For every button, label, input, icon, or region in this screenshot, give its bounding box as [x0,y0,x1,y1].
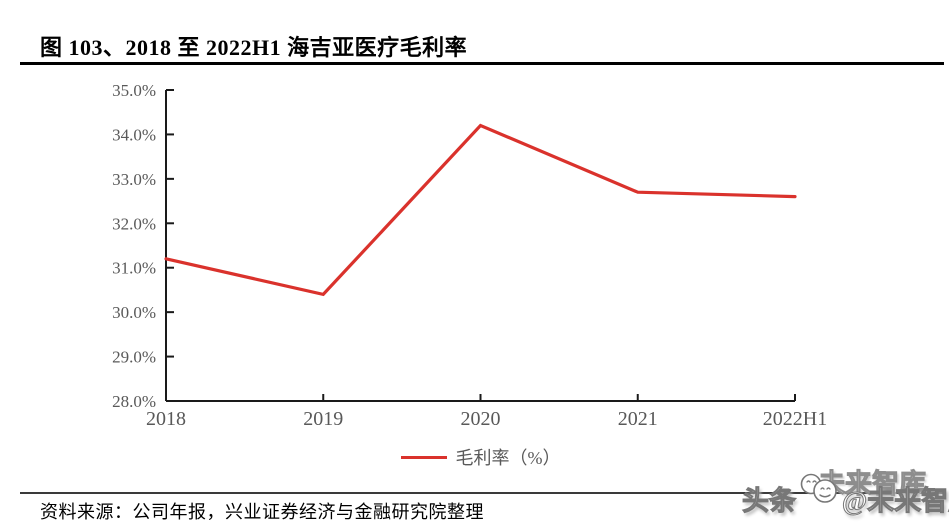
chart-legend: 毛利率（%） [166,444,795,470]
x-tick-label: 2018 [146,408,186,430]
y-tick-label: 30.0% [112,303,156,322]
watermark: 未来智库 头条 @未来智库 [742,462,949,531]
y-tick-label: 29.0% [112,348,156,367]
gross-margin-line-chart: 35.0% 34.0% 33.0% 32.0% 31.0% 30.0% 29.0% 28.0%… [112,81,827,430]
legend-label: 毛利率（%） [455,448,561,468]
figure-title: 图 103、2018 至 2022H1 海吉亚医疗毛利率 [40,35,468,60]
y-tick-label: 31.0% [112,259,156,278]
y-tick-label: 32.0% [112,214,156,233]
source-note: 资料来源：公司年报，兴业证券经济与金融研究院整理 [40,502,484,522]
footer-divider-line [20,492,944,494]
y-tick-label: 28.0% [112,392,156,411]
legend-line-swatch [400,455,447,459]
y-tick-label: 35.0% [112,81,156,100]
y-tick-label: 34.0% [112,125,156,144]
title-divider-line [20,62,944,65]
x-tick-label: 2020 [461,408,501,430]
watermark-front-left-text: 头条 [742,486,797,517]
y-tick-label: 33.0% [112,170,156,189]
x-tick-label: 2022H1 [763,408,827,430]
gross-margin-series-line [164,123,797,297]
x-tick-label: 2019 [303,408,343,430]
watermark-front-right-text: @未来智库 [841,486,949,517]
watermark-back-text: 未来智库 [818,469,927,500]
watermark-front: 头条 @未来智库 [742,473,949,518]
x-tick-label: 2021 [618,408,658,430]
